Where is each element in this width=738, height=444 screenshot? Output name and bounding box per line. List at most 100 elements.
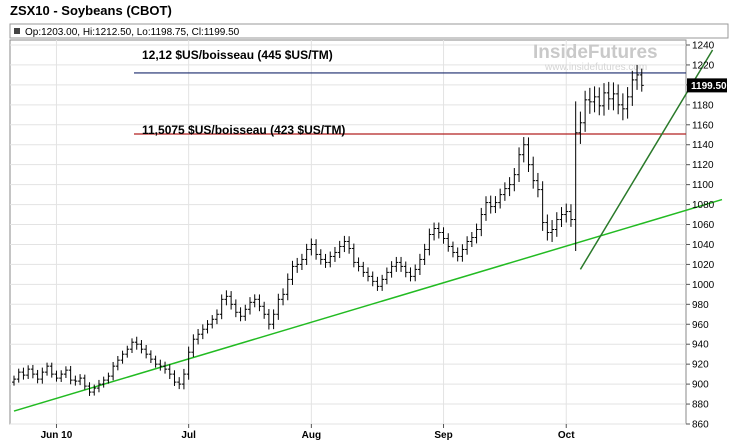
ohlc-bar [106, 372, 111, 384]
y-tick-label: 1060 [692, 220, 715, 231]
ohlc-bar [314, 239, 319, 260]
ohlc-bar [153, 355, 158, 368]
y-tick-label: 1220 [692, 60, 715, 71]
ohlc-bar [63, 366, 68, 378]
ohlc-bar [441, 227, 446, 244]
ohlc-bar [606, 81, 611, 110]
ohlc-bar [488, 195, 493, 214]
ohlc-bar [295, 257, 300, 273]
ohlc-bar [40, 367, 45, 384]
ohlc-bar [564, 203, 569, 223]
ohlc-bar [422, 243, 427, 266]
ohlc-bar [196, 328, 201, 345]
ohlc-bar [408, 267, 413, 282]
ohlc-bar [512, 168, 517, 192]
ohlc-bar [559, 207, 564, 228]
ohlc-bar [545, 214, 550, 241]
y-tick-label: 900 [692, 380, 709, 391]
ohlc-bar [177, 377, 182, 390]
ohlc-bar [550, 220, 555, 242]
y-tick-label: 1080 [692, 200, 715, 211]
ohlc-bar [616, 84, 621, 115]
ohlc-bar [366, 267, 370, 282]
ohlc-bar [502, 182, 507, 201]
last-price-box: 1199.50 [687, 78, 727, 93]
ohlc-bar [73, 375, 78, 386]
ohlc-bar [568, 204, 573, 227]
ohlc-bar [592, 86, 597, 113]
ohlc-bar [446, 233, 451, 252]
ohlc-bar [517, 147, 522, 182]
ohlc-bar [290, 260, 295, 285]
chart-title: ZSX10 - Soybeans (CBOT) [10, 3, 172, 18]
ohlc-bar [271, 309, 276, 330]
ohlc-bar [87, 382, 92, 396]
ohlc-bar [375, 276, 380, 291]
ohlc-bar [389, 261, 394, 278]
y-tick-label: 1160 [692, 120, 714, 131]
ohlc-bar [309, 238, 314, 256]
x-tick-label: Oct [558, 430, 575, 441]
ohlc-bar [578, 111, 583, 144]
ohlc-bar [49, 362, 54, 378]
ohlc-bar [205, 320, 210, 334]
ohlc-bar [602, 83, 606, 116]
ohlc-bar [417, 253, 422, 275]
ohlc-bar [394, 256, 399, 272]
ohlc-bar [356, 257, 361, 272]
y-axis: 860 880 900 920 940 960 980 1000 1020 1040 1060 108… [686, 40, 715, 431]
ohlc-bar [413, 264, 418, 282]
ohlc-bar [432, 222, 437, 241]
ohlc-bar [342, 235, 347, 253]
ohlc-bar [465, 236, 470, 255]
watermark-url: www.insidefutures.com [544, 62, 647, 73]
ohlc-bar [639, 68, 644, 92]
ohlc-bar [96, 379, 101, 393]
ohlc-bar [498, 188, 503, 209]
last-price-value: 1199.50 [691, 81, 727, 92]
y-tick-label: 1000 [692, 280, 715, 291]
ohlc-bar [276, 293, 281, 320]
ohlc-bar [163, 361, 168, 374]
ohlc-bar [620, 93, 625, 121]
x-tick-label: Sep [434, 430, 452, 441]
ohlc-bar [484, 196, 488, 221]
y-tick-label: 1140 [692, 140, 714, 151]
upper-level-label: 12,12 $US/boisseau (445 $US/TM) [142, 48, 333, 62]
ohlc-bar [403, 261, 408, 278]
ohlc-bar [266, 309, 271, 330]
ohlc-bar [148, 350, 153, 364]
ohlc-bar [181, 368, 186, 390]
ohlc-marker-icon [14, 28, 20, 34]
ohlc-bar [101, 376, 106, 388]
ohlc-bar [370, 271, 375, 287]
ohlc-bar [54, 370, 59, 382]
ohlc-bar [134, 336, 139, 350]
ohlc-bar [115, 355, 120, 371]
ohlc-bar [587, 87, 592, 114]
y-tick-label: 880 [692, 400, 709, 411]
ohlc-bar [191, 334, 196, 358]
ohlc-bar [285, 273, 290, 301]
ohlc-bar [493, 196, 498, 214]
ohlc-bar [323, 253, 328, 268]
ohlc-bar [318, 249, 323, 265]
ohlc-bar [450, 241, 455, 258]
plot-area [9, 39, 687, 425]
ohlc-bar [351, 243, 356, 268]
ohlc-bar [144, 345, 149, 359]
ohlc-bar [233, 299, 238, 318]
ohlc-bar [597, 87, 602, 116]
ohlc-bar [625, 87, 630, 119]
ohlc-bar [35, 369, 40, 384]
ohlc-bar [200, 324, 205, 340]
ohlc-bar [540, 181, 545, 231]
ohlc-bar [399, 256, 404, 272]
ohlc-bar [436, 222, 441, 239]
ohlc-bar [224, 290, 229, 306]
x-tick-label: Jun 10 [41, 430, 73, 441]
y-tick-label: 1040 [692, 240, 715, 251]
y-tick-label: 1240 [692, 40, 715, 51]
ohlc-bar [82, 374, 87, 390]
